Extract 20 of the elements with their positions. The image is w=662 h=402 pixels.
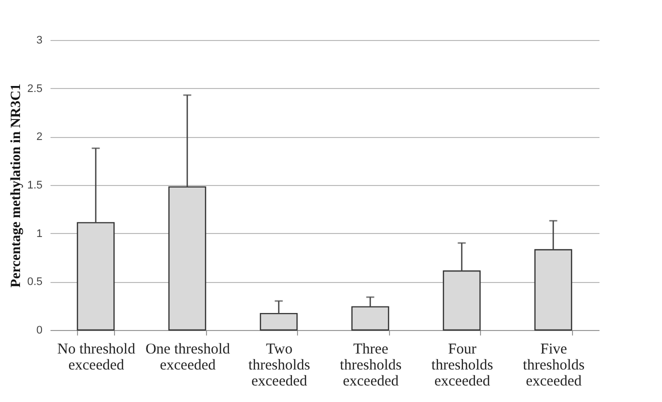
x-tick-label: No threshold exceeded <box>57 342 136 374</box>
y-tick-label: 3 <box>36 34 42 46</box>
y-tick-label: 0.5 <box>27 276 42 288</box>
bar <box>442 270 481 331</box>
y-axis-title: Percentage methylation in NR3C1 <box>9 84 24 288</box>
y-tick-label: 1.5 <box>27 180 42 192</box>
bar <box>168 186 206 331</box>
y-tick-label: 2 <box>36 131 42 144</box>
bar <box>76 222 115 331</box>
bar <box>260 312 298 331</box>
bar <box>534 249 572 331</box>
x-tick-label: One threshold exceeded <box>145 342 231 374</box>
x-tick-label: Five thresholds exceeded <box>522 342 585 390</box>
x-tick-label: Three thresholds exceeded <box>340 342 402 390</box>
x-tick-label: Four thresholds exceeded <box>431 342 494 390</box>
x-tick-label: Two thresholds exceeded <box>248 342 310 390</box>
y-tick-label: 1 <box>36 228 42 240</box>
y-tick-label: 2.5 <box>27 82 42 95</box>
y-tick-label: 0 <box>36 324 42 336</box>
bar <box>351 306 390 331</box>
